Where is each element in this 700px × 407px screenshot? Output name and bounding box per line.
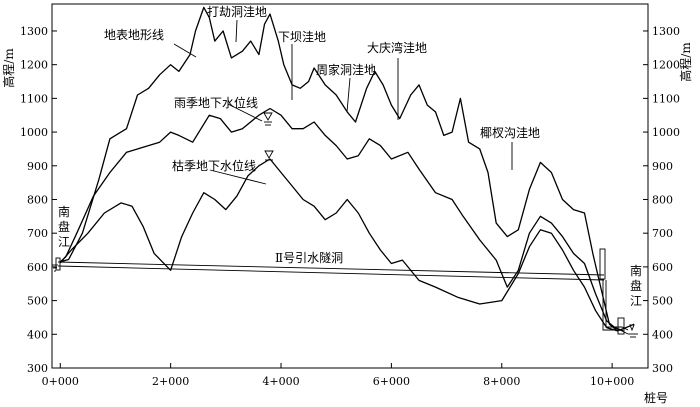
y-axis-right-title: 高程/m — [678, 42, 693, 82]
x-tick-label: 6+000 — [373, 375, 410, 388]
tunnel-inlet — [55, 257, 61, 271]
svg-text:江: 江 — [630, 294, 642, 308]
x-tick-label: 8+000 — [483, 375, 520, 388]
y-tick-label-right: 1200 — [652, 59, 680, 72]
y-tick-label-left: 1000 — [20, 126, 48, 139]
left-river-symbol — [52, 264, 58, 272]
wet-water-table-marker — [263, 112, 273, 126]
x-axis-title: 桩号 — [644, 390, 668, 405]
y-tick-label-left: 800 — [27, 193, 48, 206]
plot-frame — [51, 3, 649, 369]
y-tick-label-right: 1000 — [652, 126, 680, 139]
dry-water-table-label: 枯季地下水位线 — [172, 158, 256, 173]
y-tick-label-left: 1200 — [20, 59, 48, 72]
y-tick-label-right: 700 — [652, 227, 673, 240]
svg-text:南: 南 — [630, 263, 642, 278]
y-tick-label-left: 300 — [27, 362, 48, 375]
y-tick-label-right: 900 — [652, 160, 673, 173]
x-tick-label: 2+000 — [152, 375, 189, 388]
svg-text:盘: 盘 — [630, 278, 642, 293]
x-tick-label: 4+000 — [262, 375, 299, 388]
y-tick-label-right: 600 — [652, 261, 673, 274]
yachagou-depression-label: 椰杈沟洼地 — [480, 125, 540, 140]
xiaba-depression-label: 下坝洼地 — [278, 30, 326, 44]
right-river-label: 南 盘 江 — [630, 263, 642, 308]
y-tick-label-left: 1300 — [20, 25, 48, 38]
dajie-dong-depression-label: 打劫洞洼地 — [207, 5, 267, 19]
wet-water-table-label: 雨季地下水位线 — [174, 95, 258, 110]
y-tick-label-right: 1100 — [652, 92, 680, 105]
tunnel-upper-line — [57, 261, 605, 276]
profile-lines — [59, 6, 635, 332]
y-tick-label-left: 600 — [27, 261, 48, 274]
y-tick-label-right: 300 — [652, 362, 673, 375]
dry-season-water-table-line — [59, 158, 618, 332]
y-tick-label-left: 900 — [27, 160, 48, 173]
tunnel — [55, 248, 629, 335]
svg-text:江: 江 — [58, 235, 70, 249]
y-axis-left: 300 400 500 600 700 800 900 1000 1100 1200 1300 — [20, 25, 57, 375]
y-tick-label-left: 700 — [27, 227, 48, 240]
svg-text:盘: 盘 — [58, 219, 70, 234]
y-tick-label-left: 500 — [27, 295, 48, 308]
x-tick-label: 10+000 — [590, 375, 634, 388]
penstock-inner — [605, 280, 629, 331]
y-axis-right: 300 400 500 600 700 800 900 1000 1100 1200 1300 — [643, 25, 680, 375]
y-tick-label-left: 1100 — [20, 92, 48, 105]
left-river-label: 南 盘 江 — [58, 204, 70, 249]
wet-season-water-table-line — [59, 107, 624, 332]
daqingwan-depression-label: 大庆湾洼地 — [367, 40, 427, 55]
y-tick-label-right: 400 — [652, 328, 673, 341]
y-tick-label-right: 1300 — [652, 25, 680, 38]
surge-shaft — [599, 248, 606, 280]
tunnel-lower-line — [57, 265, 605, 281]
zhoujiadong-depression-label: 周家洞洼地 — [316, 62, 376, 77]
surface-line-label: 地表地形线 — [104, 28, 164, 42]
y-tick-label-left: 400 — [27, 328, 48, 341]
x-axis: 0+000 2+000 4+000 6+000 8+000 10+000 — [42, 363, 634, 388]
dry-water-table-marker — [264, 150, 274, 161]
y-axis-left-title: 高程/m — [1, 48, 16, 88]
surface-terrain-line — [60, 6, 635, 332]
right-river-symbol — [628, 324, 638, 338]
x-tick-label: 0+000 — [42, 375, 79, 388]
tunnel-label: Ⅱ号引水隧洞 — [275, 250, 343, 265]
y-tick-label-right: 800 — [652, 193, 673, 206]
y-tick-label-right: 500 — [652, 295, 673, 308]
leader-lines — [173, 19, 513, 185]
powerhouse — [617, 317, 625, 335]
svg-text:南: 南 — [58, 204, 70, 219]
